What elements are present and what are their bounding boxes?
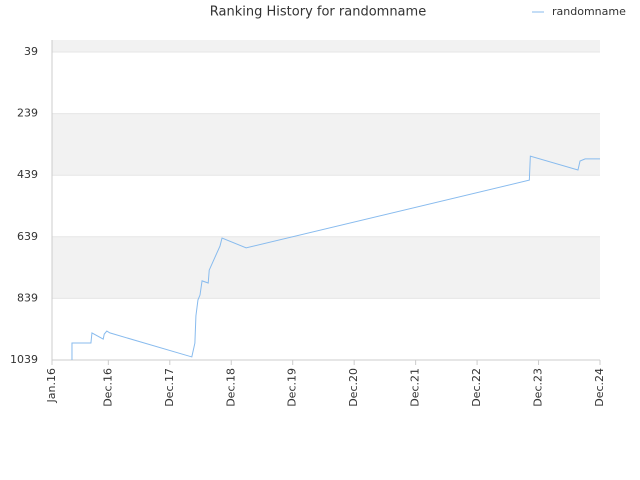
- x-tick-label: Dec.16: [101, 368, 114, 407]
- y-tick-label: 839: [17, 291, 38, 304]
- x-tick-label: Dec.20: [347, 368, 360, 407]
- x-tick-label: Dec.18: [224, 368, 237, 407]
- y-tick-label: 439: [17, 168, 38, 181]
- x-tick-label: Dec.21: [409, 368, 422, 407]
- plot-band: [52, 52, 600, 114]
- plot-band: [52, 298, 600, 360]
- x-tick-label: Dec.23: [532, 368, 545, 407]
- x-tick-label: Dec.22: [470, 368, 483, 407]
- y-tick-label: 1039: [10, 353, 38, 366]
- x-tick-label: Dec.24: [593, 368, 606, 407]
- x-tick-label: Jan.16: [45, 368, 58, 403]
- y-tick-label: 39: [24, 45, 38, 58]
- plot-band: [52, 175, 600, 237]
- chart-title: Ranking History for randomname: [210, 5, 426, 20]
- x-tick-label: Dec.17: [163, 368, 176, 407]
- y-tick-label: 239: [17, 107, 38, 120]
- series-line: [71, 155, 600, 360]
- legend-label: randomname: [552, 5, 626, 18]
- y-tick-label: 639: [17, 230, 38, 243]
- x-tick-label: Dec.19: [286, 368, 299, 407]
